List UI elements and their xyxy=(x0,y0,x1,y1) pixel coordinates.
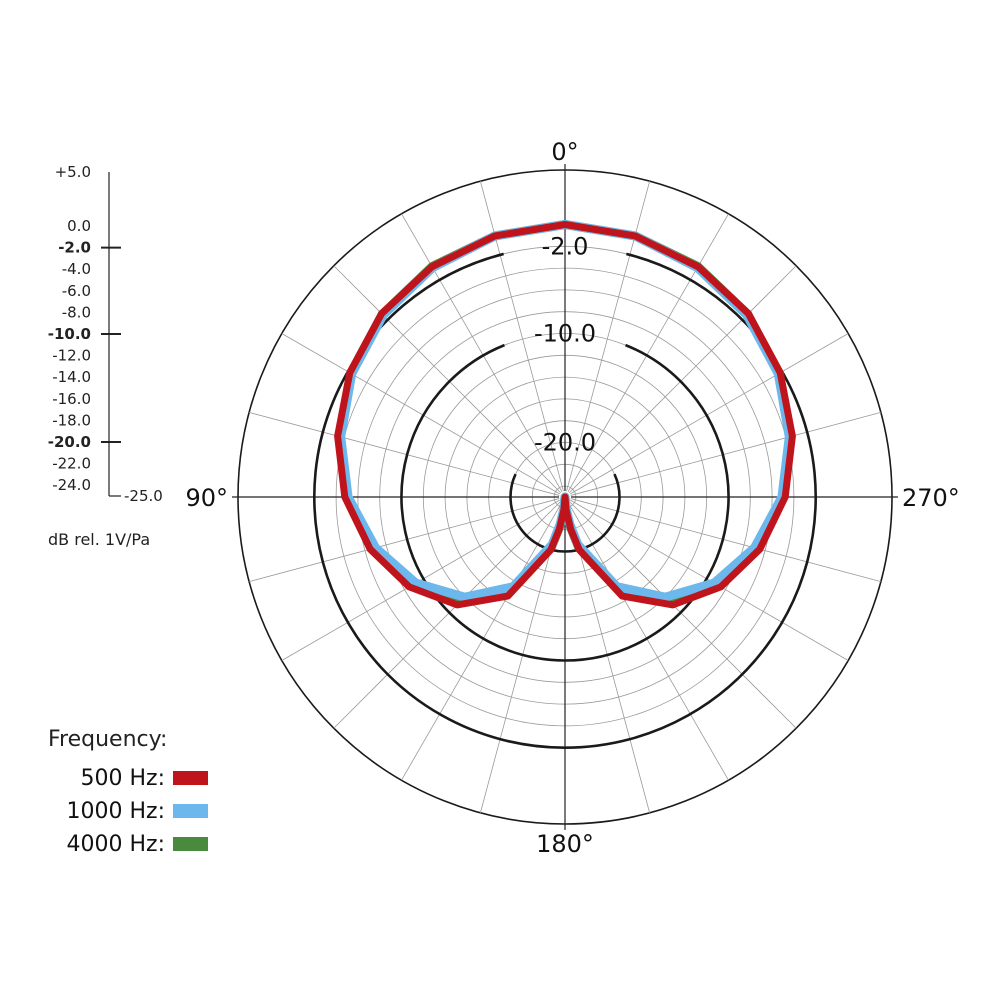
series-line-500-hz xyxy=(334,221,796,609)
db-scale-tick-label: -14.0 xyxy=(52,368,91,386)
db-scale-tick-label: -8.0 xyxy=(62,303,91,321)
grid-spoke xyxy=(281,333,561,495)
db-scale-tick-label: -10.0 xyxy=(48,325,91,343)
db-scale-tick-label: -4.0 xyxy=(62,260,91,278)
db-scale-tick-label: -25.0 xyxy=(124,487,163,505)
db-scale-tick-label: -6.0 xyxy=(62,282,91,300)
angle-label: 270° xyxy=(902,484,960,512)
highlight-ring-label: -2.0 xyxy=(542,232,589,260)
highlight-ring xyxy=(313,252,817,749)
grid-spoke xyxy=(568,500,797,729)
db-scale-tick-label: +5.0 xyxy=(55,163,91,181)
grid-spoke xyxy=(568,265,797,494)
legend-swatch xyxy=(173,771,208,785)
grid-spoke xyxy=(569,333,849,495)
highlight-rings xyxy=(313,252,817,749)
highlight-ring-label: -10.0 xyxy=(534,320,596,348)
highlight-ring xyxy=(509,473,621,553)
grid-spoke xyxy=(249,411,560,496)
legend-title: Frequency: xyxy=(48,727,167,752)
grid-spoke xyxy=(333,500,562,729)
legend-swatch xyxy=(173,837,208,851)
grid-spoke xyxy=(333,265,562,494)
legend: Frequency: 500 Hz: 1000 Hz: 4000 Hz: xyxy=(48,727,208,857)
ring-labels: -2.0 -10.0 -20.0 xyxy=(534,232,596,456)
db-scale-tick-label: -24.0 xyxy=(52,476,91,494)
legend-swatch xyxy=(173,804,208,818)
grid-spoke xyxy=(401,213,563,493)
db-scale: +5.0 0.0 -2.0 -4.0 -6.0 -8.0 -10.0 -12.0 -14.0 -1… xyxy=(48,163,163,549)
angle-label: 90° xyxy=(185,484,228,512)
series-layer xyxy=(334,220,796,609)
grid-spoke xyxy=(249,498,560,583)
db-scale-tick-label: -22.0 xyxy=(52,455,91,473)
grid-spoke xyxy=(570,411,881,496)
angle-labels: 0° 90° 180° 270° xyxy=(185,138,959,858)
db-scale-tick-label: -18.0 xyxy=(52,411,91,429)
db-scale-tick-label: -20.0 xyxy=(48,433,91,451)
db-scale-unit-label: dB rel. 1V/Pa xyxy=(48,530,150,549)
db-scale-tick-label: -12.0 xyxy=(52,347,91,365)
grid-spoke xyxy=(567,213,729,493)
legend-entry-label: 500 Hz: xyxy=(81,766,166,791)
db-scale-tick-label: -16.0 xyxy=(52,390,91,408)
highlight-ring-label: -20.0 xyxy=(534,429,596,457)
angle-label: 180° xyxy=(536,830,594,858)
legend-entry-label: 4000 Hz: xyxy=(67,832,165,857)
grid-spoke xyxy=(570,498,881,583)
angle-label: 0° xyxy=(551,138,578,166)
db-scale-tick-label: 0.0 xyxy=(67,217,91,235)
highlight-ring xyxy=(400,343,730,662)
grid-spoke xyxy=(401,501,563,781)
db-scale-tick-label: -2.0 xyxy=(58,239,91,257)
legend-entry-label: 1000 Hz: xyxy=(67,799,165,824)
grid-spoke xyxy=(567,501,729,781)
